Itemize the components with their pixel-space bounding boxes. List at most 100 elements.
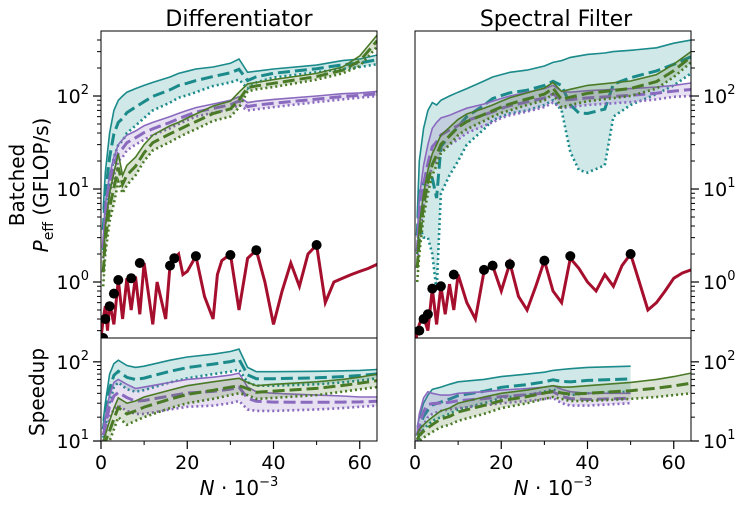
plot-area	[101, 348, 377, 441]
series-band-0	[103, 349, 377, 438]
data-marker	[113, 275, 124, 285]
title-differentiator: Differentiator	[165, 7, 313, 32]
xlabel-left-exp: −3	[259, 475, 278, 490]
y-tick-base: 10	[703, 179, 727, 201]
series-upper-0	[102, 348, 377, 421]
xlabel-right: N · 10−3	[514, 475, 593, 500]
y-tick-base: 10	[57, 352, 81, 374]
series-lower-2	[101, 45, 377, 287]
plot-area	[412, 39, 691, 348]
series-upper-1	[416, 82, 691, 238]
y-tick-base: 10	[703, 431, 727, 453]
series-mid-1	[101, 385, 377, 436]
series-mid-1	[415, 88, 691, 252]
y-tick-label: 101	[57, 176, 89, 201]
data-marker	[169, 253, 180, 264]
series-mid-2	[415, 55, 691, 269]
data-marker	[311, 240, 322, 250]
y-tick-exp: 1	[81, 428, 89, 443]
y-tick-label: 101	[703, 176, 735, 201]
x-tick-label: 0	[409, 452, 421, 474]
y-tick-label: 102	[703, 349, 735, 374]
series-band-2	[417, 51, 691, 282]
series-mid-2	[103, 379, 377, 441]
series-upper-2	[102, 373, 377, 441]
ylabel-line1: Batched	[5, 144, 29, 227]
series-lower-1	[415, 94, 691, 266]
series-mid-0	[101, 357, 377, 430]
y-tick-exp: 1	[727, 428, 735, 443]
y-tick-exp: 2	[727, 83, 735, 98]
xlabel-right-base: N	[514, 476, 529, 500]
y-tick-label: 101	[703, 428, 735, 453]
data-marker	[101, 333, 109, 338]
data-marker	[126, 273, 137, 284]
series-line-3	[415, 250, 691, 338]
data-marker	[101, 314, 111, 324]
data-marker	[412, 338, 422, 348]
series-upper-1	[102, 90, 377, 238]
series-upper-1	[102, 372, 377, 430]
xlabel-left-base: N	[200, 476, 215, 500]
series-upper-2	[102, 34, 377, 259]
y-tick-exp: 2	[81, 349, 89, 364]
series-band-2	[417, 373, 691, 441]
series-band-2	[103, 374, 377, 441]
data-marker	[479, 264, 489, 275]
series-band-0	[417, 366, 631, 441]
ylabel-line2: Peff (GFLOP/s)	[29, 118, 57, 253]
y-tick-label: 102	[57, 349, 89, 374]
y-tick-base: 10	[57, 431, 81, 453]
data-marker	[504, 259, 515, 270]
y-tick-exp: 1	[727, 176, 735, 191]
data-marker	[625, 249, 636, 259]
data-marker	[134, 258, 145, 268]
data-marker	[251, 245, 262, 256]
x-tick-label: 60	[348, 452, 372, 474]
axes-frame	[414, 337, 692, 442]
series-lower-0	[101, 62, 377, 251]
series-lower-1	[101, 94, 377, 259]
data-marker	[427, 283, 438, 294]
y-tick-exp: 1	[81, 176, 89, 191]
y-tick-label: 100	[57, 269, 89, 294]
y-tick-exp: 2	[727, 349, 735, 364]
series-upper-0	[416, 365, 631, 428]
series-upper-1	[416, 384, 631, 430]
series-mid-0	[415, 55, 691, 236]
data-marker	[165, 260, 175, 271]
y-tick-base: 10	[703, 86, 727, 108]
x-tick-label: 60	[662, 452, 686, 474]
series-mid-2	[415, 381, 691, 441]
y-tick-base: 10	[57, 179, 81, 201]
data-marker	[104, 301, 115, 312]
y-tick-base: 10	[703, 352, 727, 374]
axes-frame	[100, 337, 378, 442]
ylabel-top: Batched Peff (GFLOP/s)	[5, 118, 57, 253]
data-marker	[190, 251, 201, 262]
series-mid-1	[415, 390, 631, 436]
ylabel-rest: (GFLOP/s)	[29, 118, 53, 222]
y-tick-label: 100	[703, 269, 735, 294]
xlabel-left: N · 10−3	[200, 475, 279, 500]
y-tick-exp: 2	[81, 83, 89, 98]
data-marker	[539, 255, 550, 266]
data-marker	[435, 281, 446, 292]
series-upper-0	[416, 39, 691, 218]
y-tick-exp: 0	[81, 269, 89, 284]
x-tick-label: 40	[575, 452, 599, 474]
y-tick-exp: 0	[727, 269, 735, 284]
series-lower-1	[415, 396, 631, 441]
plot-area	[415, 365, 691, 441]
x-tick-label: 0	[95, 452, 107, 474]
y-tick-label: 102	[57, 83, 89, 108]
plot-area	[101, 34, 377, 338]
ylabel-sub: eff	[41, 222, 57, 241]
ylabel-base: P	[29, 239, 53, 252]
series-lower-0	[415, 72, 691, 292]
xlabel-left-mid: · 10	[215, 476, 260, 500]
